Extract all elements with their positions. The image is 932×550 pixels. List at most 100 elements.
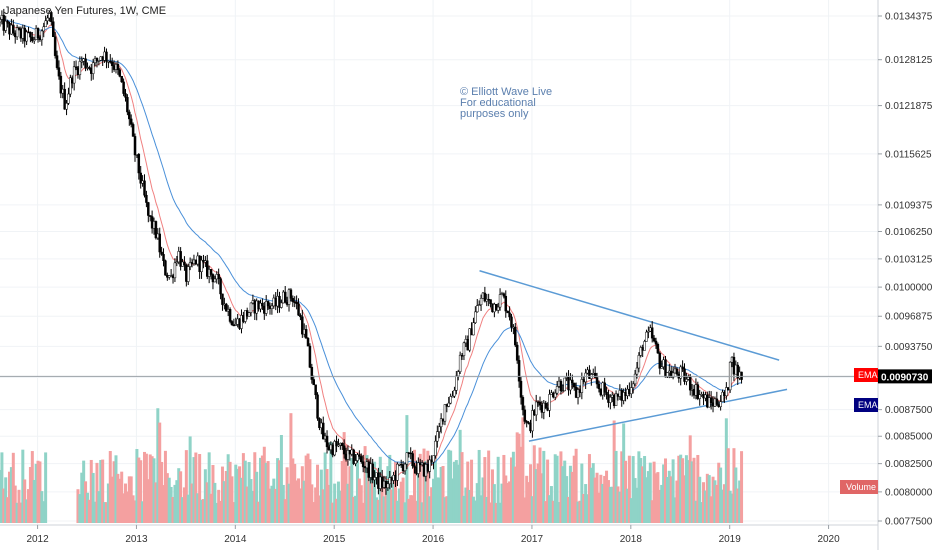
- candle-body: [555, 386, 559, 394]
- volume-bar: [125, 491, 129, 523]
- volume-bar: [393, 461, 397, 523]
- candle-body: [295, 301, 298, 304]
- volume-bar: [534, 469, 538, 523]
- volume-bar: [283, 499, 287, 523]
- volume-bar: [432, 478, 436, 523]
- volume-bar: [222, 481, 226, 523]
- volume-bar: [576, 501, 580, 523]
- volume-bar: [226, 454, 230, 523]
- candle-body: [538, 401, 542, 406]
- volume-bar: [597, 492, 601, 523]
- candle-body: [572, 382, 576, 388]
- candle-body: [584, 372, 587, 383]
- candle-body: [483, 292, 487, 302]
- y-tick-label: 0.0115625: [885, 149, 932, 160]
- volume-bar: [209, 493, 213, 523]
- watermark-line-1: © Elliott Wave Live: [460, 86, 552, 98]
- volume-bar: [76, 489, 80, 523]
- volume-bar: [336, 481, 340, 523]
- volume-bar: [540, 473, 544, 523]
- x-tick-label: 2013: [125, 534, 148, 545]
- candle-body: [630, 387, 633, 395]
- candle-body: [696, 384, 700, 399]
- y-tick-label: 0.0109375: [885, 200, 932, 211]
- volume-bar: [287, 483, 291, 523]
- volume-bar: [249, 479, 253, 523]
- candle-body: [308, 345, 312, 368]
- volume-bar: [163, 450, 167, 523]
- candle-body: [25, 31, 28, 42]
- y-tick-label: 0.0128125: [885, 55, 932, 66]
- candle-body: [580, 379, 584, 393]
- volume-bar: [445, 496, 449, 523]
- candle-body: [439, 418, 443, 428]
- volume-bar: [506, 482, 510, 523]
- candle-body: [53, 36, 57, 56]
- volume-bar: [120, 471, 124, 523]
- candle-body: [283, 291, 287, 303]
- candle-body: [59, 75, 63, 94]
- volume-bar: [131, 495, 135, 523]
- volume-bar: [220, 466, 224, 523]
- candle-body: [476, 305, 479, 313]
- volume-bar: [673, 497, 677, 523]
- volume-bar: [152, 458, 156, 523]
- volume-bar: [215, 502, 219, 523]
- volume-bar: [481, 477, 485, 523]
- volume-bar: [289, 413, 293, 523]
- volume-bar: [80, 472, 84, 523]
- candle-body: [436, 431, 439, 442]
- candle-body: [148, 215, 152, 217]
- volume-bar: [711, 476, 715, 523]
- candle-body: [42, 26, 45, 32]
- volume-bar: [245, 486, 249, 523]
- candle-body: [65, 103, 68, 110]
- watermark-line-3: purposes only: [460, 108, 529, 120]
- candle-body: [95, 58, 99, 62]
- candle-body: [278, 295, 281, 308]
- volume-bars: [0, 408, 744, 523]
- candle-body: [373, 477, 376, 481]
- candle-body: [437, 426, 441, 432]
- volume-bar: [500, 483, 504, 523]
- candle-body: [183, 261, 186, 266]
- volume-bar: [344, 444, 348, 523]
- volume-bar: [565, 476, 569, 523]
- volume-bar: [616, 486, 620, 523]
- volume-bar: [268, 488, 272, 523]
- volume-bar: [606, 480, 610, 523]
- candle-body: [116, 63, 120, 70]
- candle-body: [341, 443, 344, 447]
- candle-body: [325, 435, 329, 448]
- y-tick-label: 0.0100000: [885, 283, 932, 294]
- candle-body: [225, 303, 228, 312]
- volume-bar: [494, 502, 498, 523]
- volume-bar: [171, 497, 175, 523]
- volume-bar: [350, 458, 354, 523]
- volume-bar: [27, 489, 31, 523]
- volume-bar: [509, 457, 513, 523]
- candle-body: [342, 445, 346, 455]
- volume-badge: Volume: [840, 480, 878, 494]
- candle-body: [595, 377, 599, 385]
- candle-body: [462, 342, 466, 356]
- candle-body: [519, 380, 523, 398]
- volume-bar: [236, 468, 240, 523]
- candle-body: [361, 461, 365, 468]
- volume-bar: [489, 502, 493, 523]
- volume-bar: [327, 484, 331, 523]
- candle-body: [264, 301, 268, 314]
- candle-body: [515, 344, 519, 361]
- candle-body: [449, 396, 452, 404]
- volume-bar: [584, 484, 588, 523]
- candle-body: [489, 299, 492, 304]
- candle-body: [468, 328, 471, 351]
- candle-body: [97, 60, 101, 62]
- candle-body: [72, 66, 76, 84]
- candle-body: [335, 441, 338, 447]
- volume-bar: [30, 451, 34, 523]
- ema-slow-badge: EMA: [854, 398, 878, 412]
- volume-bar: [150, 456, 154, 523]
- volume-bar: [589, 467, 593, 523]
- volume-bar: [106, 483, 110, 523]
